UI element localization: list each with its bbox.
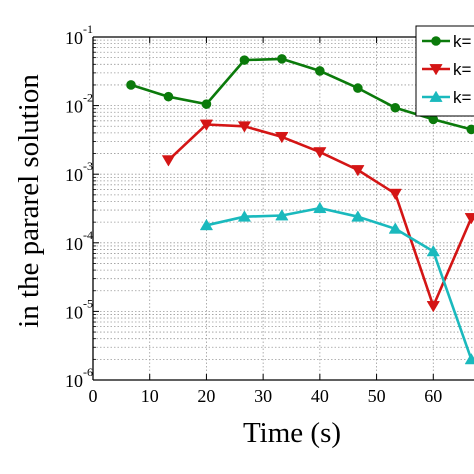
data-point: [429, 64, 443, 76]
y-tick-label: 10: [65, 302, 83, 322]
legend: k= k= k=: [415, 25, 474, 117]
x-tick-label: 50: [368, 386, 386, 406]
series-line: [206, 206, 473, 360]
data-point: [466, 124, 474, 135]
x-tick-label: 20: [197, 386, 215, 406]
data-point: [431, 36, 441, 46]
data-point: [161, 155, 176, 167]
data-point: [351, 165, 365, 177]
data-point: [126, 80, 136, 90]
y-tick-label-exponent: -4: [83, 228, 93, 242]
data-point: [201, 99, 212, 109]
data-point: [313, 147, 327, 159]
x-tick-label: 30: [254, 386, 272, 406]
data-point: [275, 131, 289, 144]
data-point: [313, 201, 327, 214]
axes: [92, 36, 474, 381]
y-tick-label: 10: [65, 97, 83, 117]
data-point: [351, 210, 365, 222]
data-point: [388, 188, 402, 201]
data-point: [199, 119, 214, 131]
x-tick-label: 60: [424, 386, 442, 406]
data-point: [390, 102, 401, 113]
data-point: [239, 55, 250, 65]
y-tick-label: 10: [65, 165, 83, 185]
legend-label: k=: [453, 88, 472, 107]
data-point: [353, 83, 363, 93]
series-line: [130, 57, 472, 131]
y-tick-label-exponent: -1: [83, 22, 93, 36]
data-point: [388, 222, 402, 234]
y-tick-label-exponent: -5: [83, 296, 93, 310]
data-point: [275, 209, 289, 221]
series-1: [126, 54, 474, 135]
data-point: [426, 244, 440, 257]
x-axis-label: Time (s): [243, 417, 341, 449]
x-tick-label: 0: [89, 386, 98, 406]
x-tick-label: 10: [141, 386, 159, 406]
legend-label: k=: [453, 60, 472, 79]
series-layer: [126, 54, 474, 365]
data-point: [464, 213, 474, 225]
data-point: [315, 66, 325, 76]
data-point: [237, 210, 252, 222]
tick-labels: 01020304050607010-110-210-310-410-510-6: [65, 22, 442, 406]
y-tick-label-exponent: -6: [83, 365, 93, 379]
data-point: [163, 91, 174, 102]
y-tick-label-exponent: -2: [83, 91, 93, 105]
y-tick-label: 10: [65, 371, 83, 391]
data-point: [277, 54, 287, 64]
legend-label: k=: [453, 32, 472, 51]
data-point: [237, 121, 252, 133]
x-tick-label: 40: [311, 386, 329, 406]
y-tick-label: 10: [65, 234, 83, 254]
data-point: [426, 301, 440, 313]
data-point: [464, 352, 474, 365]
y-tick-label-exponent: -3: [83, 159, 93, 173]
data-point: [429, 90, 443, 102]
series-3: [199, 201, 474, 365]
y-tick-label: 10: [65, 28, 83, 48]
y-axis-label: in the pararel solution: [13, 74, 45, 328]
data-point: [199, 218, 214, 231]
series-2: [161, 119, 474, 313]
